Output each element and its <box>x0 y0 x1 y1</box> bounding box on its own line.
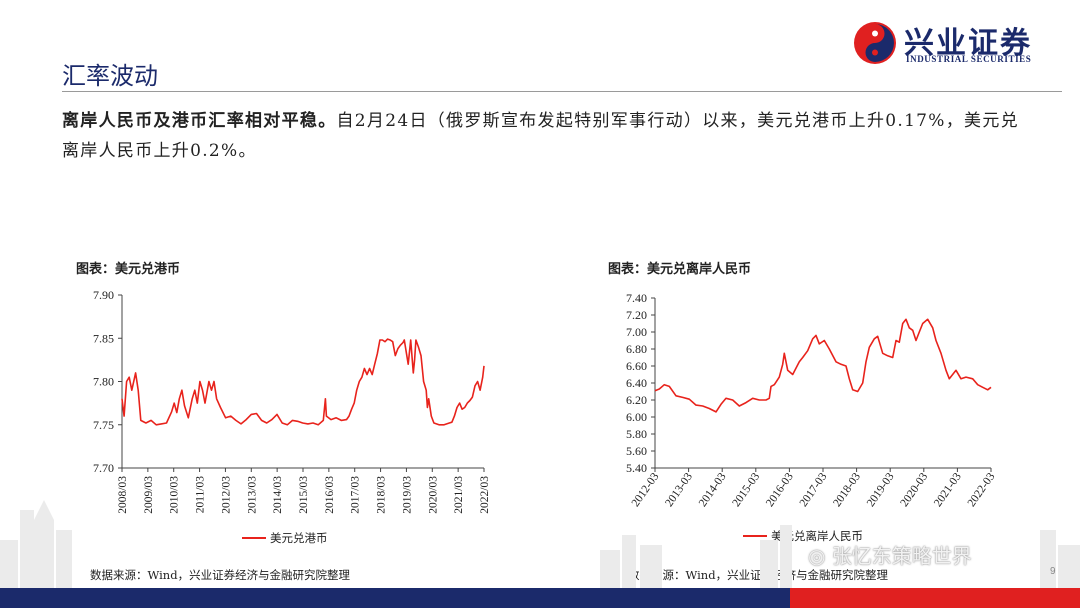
x-tick-label: 2011/03 <box>195 476 207 514</box>
y-tick-label: 6.40 <box>626 376 647 390</box>
summary-bold: 离岸人民币及港币汇率相对平稳。 <box>62 111 337 131</box>
summary-text: 自2月24日（俄罗斯宣布发起特别军事行动）以来，美元兑港币上升0.17%，美元兑… <box>62 111 1019 161</box>
x-tick-label: 2021/03 <box>453 476 465 514</box>
chart-hkd: 7.70 7.75 7.80 7.85 7.90 2008/03 2009/03 2010/… <box>93 288 491 545</box>
series-line-0 <box>121 338 485 426</box>
watermark-text: 张忆东策略世界 <box>831 544 972 568</box>
legend-label: 美元兑离岸人民币 <box>771 529 863 543</box>
logo-name: 兴业证券 <box>904 26 1032 61</box>
chart1-x-axis: 2008/03 2009/03 2010/03 2011/03 2012/03 2013/… <box>117 467 491 514</box>
x-tick-label: 2019/03 <box>401 476 413 514</box>
chart2-plot <box>654 318 992 413</box>
y-tick-label: 7.90 <box>93 288 114 302</box>
y-tick-label: 7.40 <box>626 291 647 305</box>
legend-label: 美元兑港币 <box>270 531 328 545</box>
chart1-y-axis: 7.70 7.75 7.80 7.85 7.90 <box>93 288 123 475</box>
x-tick-label: 2009/03 <box>143 476 155 514</box>
y-tick-label: 5.40 <box>626 461 647 475</box>
y-tick-label: 7.75 <box>93 418 114 432</box>
chart2-legend: 美元兑离岸人民币 <box>743 529 863 543</box>
chart2-title: 图表：美元兑离岸人民币 <box>608 262 752 277</box>
x-tick-label: 2018/03 <box>376 476 388 514</box>
x-tick-label: 2022/03 <box>479 476 491 514</box>
chart1-plot <box>121 338 485 426</box>
x-tick-label: 2017/03 <box>350 476 362 514</box>
x-tick-label: 2012/03 <box>220 476 232 514</box>
chart1-legend: 美元兑港币 <box>242 531 328 545</box>
y-tick-label: 7.00 <box>626 325 647 339</box>
watermark: ◎ 张忆东策略世界 <box>808 540 972 569</box>
series-line-0 <box>654 318 992 413</box>
logo-emblem-icon <box>854 22 896 64</box>
x-tick-label: 2013/03 <box>246 476 258 514</box>
y-tick-label: 7.20 <box>626 308 647 322</box>
y-tick-label: 5.60 <box>626 444 647 458</box>
chart1-source: 数据来源：Wind，兴业证券经济与金融研究院整理 <box>90 568 351 582</box>
wechat-icon: ◎ <box>808 544 832 568</box>
chart2-source: 数据来源：Wind，兴业证券经济与金融研究院整理 <box>628 568 889 582</box>
summary-paragraph: 离岸人民币及港币汇率相对平稳。自2月24日（俄罗斯宣布发起特别军事行动）以来，美… <box>62 106 1022 166</box>
y-tick-label: 6.00 <box>626 410 647 424</box>
chart-cnh: 5.40 5.60 5.80 6.00 6.20 6.40 6.60 6.80 7.00 7.20… <box>626 291 998 543</box>
y-tick-label: 7.85 <box>93 331 114 345</box>
y-tick-label: 6.20 <box>626 393 647 407</box>
page-number: 9 <box>1050 566 1056 577</box>
x-tick-label: 2010/03 <box>169 476 181 514</box>
page-title: 汇率波动 <box>62 62 158 90</box>
x-tick-label: 2016/03 <box>324 476 336 514</box>
logo-subtitle: INDUSTRIAL SECURITIES <box>906 54 1032 64</box>
footer-bar-blue <box>0 588 790 608</box>
y-tick-label: 6.60 <box>626 359 647 373</box>
x-tick-label: 2014/03 <box>272 476 284 514</box>
title-divider <box>62 91 1062 92</box>
x-tick-label: 2008/03 <box>117 476 129 514</box>
company-logo: 兴业证券 INDUSTRIAL SECURITIES <box>852 18 1067 68</box>
city-skyline-decoration <box>0 500 1080 588</box>
chart2-y-axis: 5.40 5.60 5.80 6.00 6.20 6.40 6.60 6.80 7.00 7.20… <box>626 291 656 475</box>
x-tick-label: 2015/03 <box>298 476 310 514</box>
chart1-title: 图表：美元兑港币 <box>76 262 181 277</box>
x-tick-label: 2020/03 <box>427 476 439 514</box>
y-tick-label: 7.70 <box>93 461 114 475</box>
y-tick-label: 6.80 <box>626 342 647 356</box>
y-tick-label: 5.80 <box>626 427 647 441</box>
footer-bar-red <box>790 588 1080 608</box>
y-tick-label: 7.80 <box>93 375 114 389</box>
